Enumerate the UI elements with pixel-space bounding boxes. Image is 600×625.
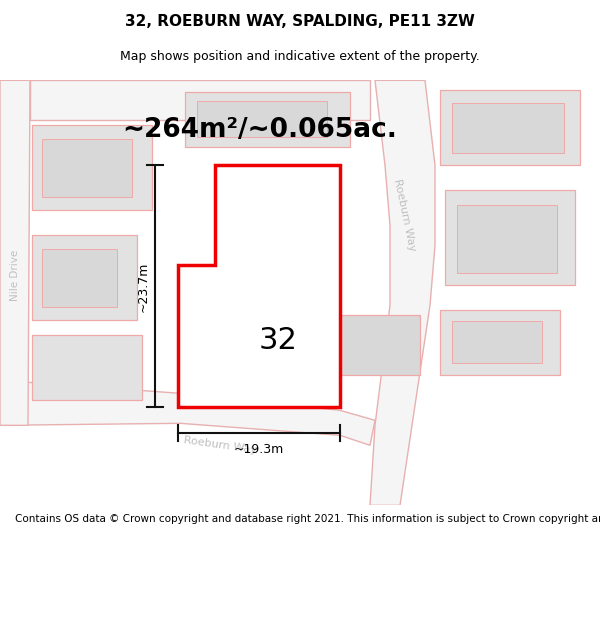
Text: ~23.7m: ~23.7m	[137, 261, 150, 311]
Polygon shape	[30, 81, 370, 120]
Bar	[457, 205, 557, 273]
Polygon shape	[0, 380, 375, 445]
Polygon shape	[178, 165, 340, 408]
Text: 32: 32	[259, 326, 298, 355]
Bar	[330, 315, 420, 375]
Bar	[42, 249, 117, 308]
Text: ~19.3m: ~19.3m	[234, 443, 284, 456]
Text: Roeburn Way: Roeburn Way	[392, 178, 418, 252]
Text: Nile Drive: Nile Drive	[10, 249, 20, 301]
Bar	[42, 139, 132, 198]
Bar	[32, 125, 152, 210]
Text: ~264m²/~0.065ac.: ~264m²/~0.065ac.	[122, 118, 397, 143]
Bar	[452, 321, 542, 363]
Bar	[185, 92, 350, 148]
Bar	[445, 190, 575, 285]
Bar	[32, 335, 142, 400]
Text: 32, ROEBURN WAY, SPALDING, PE11 3ZW: 32, ROEBURN WAY, SPALDING, PE11 3ZW	[125, 14, 475, 29]
Bar	[440, 90, 580, 165]
Bar	[32, 235, 137, 320]
Bar	[452, 103, 564, 153]
Bar	[197, 101, 327, 138]
Bar	[440, 310, 560, 375]
Text: Map shows position and indicative extent of the property.: Map shows position and indicative extent…	[120, 49, 480, 62]
Polygon shape	[370, 81, 435, 505]
Text: Roeburn Way: Roeburn Way	[183, 435, 257, 456]
Polygon shape	[0, 81, 30, 425]
Text: Contains OS data © Crown copyright and database right 2021. This information is : Contains OS data © Crown copyright and d…	[15, 514, 600, 524]
